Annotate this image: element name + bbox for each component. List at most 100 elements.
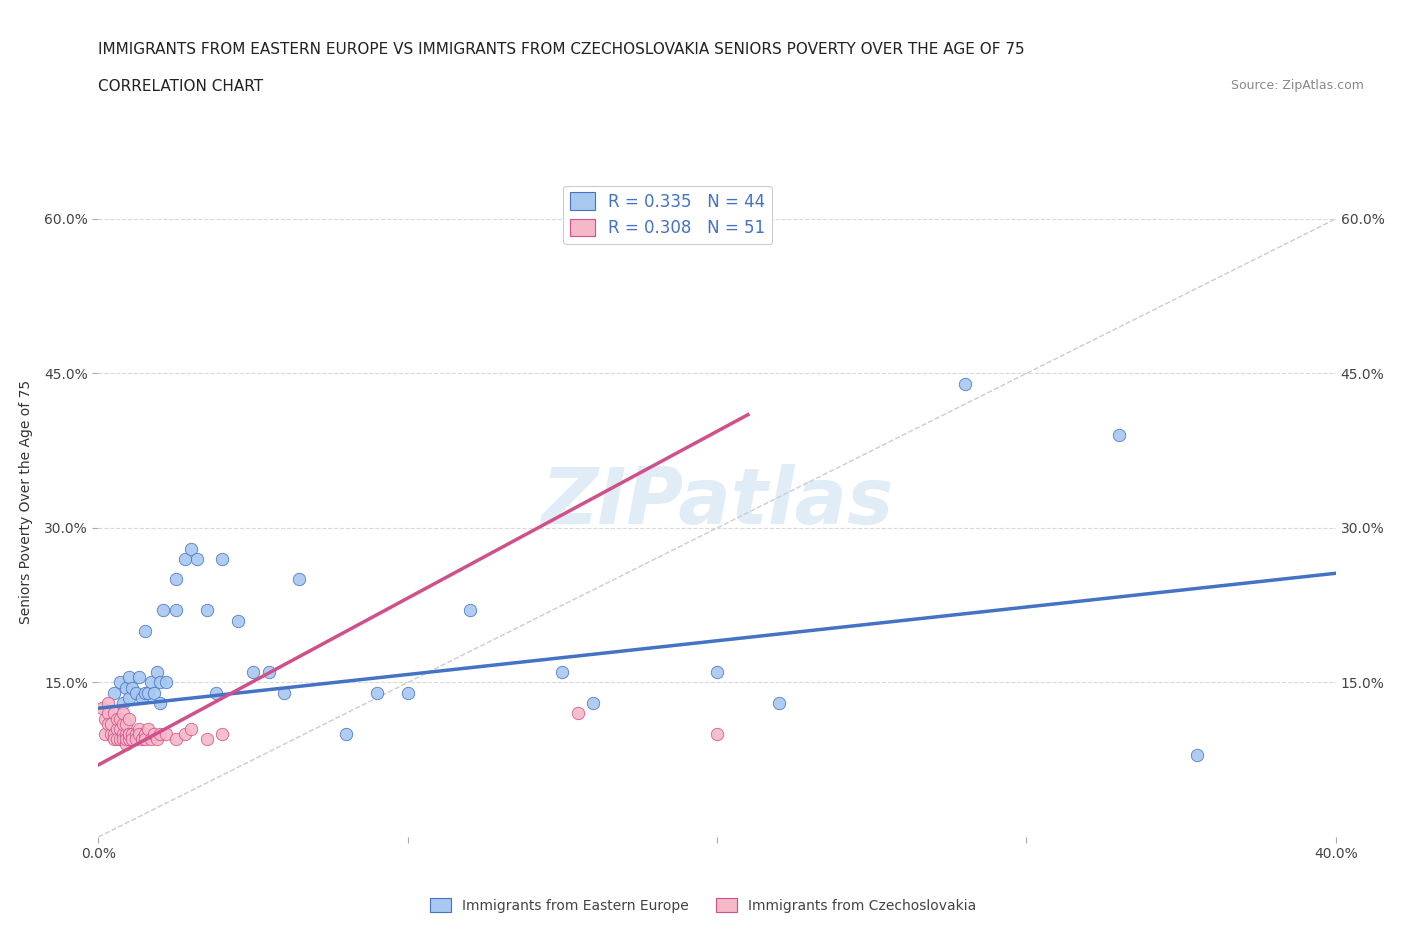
Point bbox=[103, 685, 125, 700]
Text: Source: ZipAtlas.com: Source: ZipAtlas.com bbox=[1230, 79, 1364, 92]
Point bbox=[121, 680, 143, 695]
Point bbox=[551, 665, 574, 680]
Point bbox=[143, 726, 166, 741]
Point bbox=[257, 665, 280, 680]
Point bbox=[131, 690, 153, 705]
Point bbox=[105, 722, 128, 737]
Point bbox=[143, 685, 166, 700]
Point bbox=[93, 711, 115, 726]
Point bbox=[118, 711, 141, 726]
Point bbox=[108, 732, 131, 747]
Point bbox=[118, 670, 141, 684]
Point bbox=[953, 377, 976, 392]
Point bbox=[335, 726, 357, 741]
Point bbox=[165, 572, 187, 587]
Point bbox=[211, 551, 233, 566]
Point bbox=[131, 732, 153, 747]
Point bbox=[112, 706, 135, 721]
Point bbox=[174, 726, 197, 741]
Point bbox=[124, 685, 146, 700]
Point bbox=[103, 726, 125, 741]
Point bbox=[458, 603, 481, 618]
Point bbox=[115, 716, 138, 731]
Point bbox=[105, 732, 128, 747]
Point bbox=[180, 722, 202, 737]
Point bbox=[128, 670, 150, 684]
Point bbox=[139, 675, 162, 690]
Point bbox=[115, 737, 138, 751]
Point bbox=[118, 690, 141, 705]
Point bbox=[706, 665, 728, 680]
Point bbox=[128, 722, 150, 737]
Point bbox=[155, 675, 177, 690]
Point bbox=[118, 726, 141, 741]
Point bbox=[149, 675, 172, 690]
Point bbox=[706, 726, 728, 741]
Point bbox=[108, 722, 131, 737]
Point bbox=[146, 732, 169, 747]
Point bbox=[146, 665, 169, 680]
Legend: Immigrants from Eastern Europe, Immigrants from Czechoslovakia: Immigrants from Eastern Europe, Immigran… bbox=[425, 893, 981, 919]
Point bbox=[103, 732, 125, 747]
Point bbox=[134, 732, 156, 747]
Point bbox=[112, 696, 135, 711]
Point bbox=[134, 623, 156, 638]
Legend: R = 0.335   N = 44, R = 0.308   N = 51: R = 0.335 N = 44, R = 0.308 N = 51 bbox=[564, 186, 772, 244]
Text: ZIPatlas: ZIPatlas bbox=[541, 464, 893, 540]
Point bbox=[155, 726, 177, 741]
Point bbox=[128, 726, 150, 741]
Point bbox=[180, 541, 202, 556]
Point bbox=[115, 680, 138, 695]
Point bbox=[112, 716, 135, 731]
Y-axis label: Seniors Poverty Over the Age of 75: Seniors Poverty Over the Age of 75 bbox=[20, 380, 32, 624]
Point bbox=[121, 732, 143, 747]
Point bbox=[121, 726, 143, 741]
Point bbox=[115, 732, 138, 747]
Point bbox=[134, 726, 156, 741]
Point bbox=[124, 732, 146, 747]
Point bbox=[118, 726, 141, 741]
Point bbox=[396, 685, 419, 700]
Point bbox=[195, 732, 218, 747]
Point bbox=[100, 716, 122, 731]
Point bbox=[124, 726, 146, 741]
Point bbox=[97, 706, 120, 721]
Point bbox=[134, 685, 156, 700]
Point bbox=[567, 706, 589, 721]
Point bbox=[90, 701, 112, 716]
Point bbox=[211, 726, 233, 741]
Point bbox=[1108, 428, 1130, 443]
Point bbox=[115, 726, 138, 741]
Point bbox=[139, 732, 162, 747]
Text: CORRELATION CHART: CORRELATION CHART bbox=[98, 79, 263, 94]
Text: IMMIGRANTS FROM EASTERN EUROPE VS IMMIGRANTS FROM CZECHOSLOVAKIA SENIORS POVERTY: IMMIGRANTS FROM EASTERN EUROPE VS IMMIGR… bbox=[98, 42, 1025, 57]
Point bbox=[100, 726, 122, 741]
Point bbox=[97, 716, 120, 731]
Point bbox=[149, 726, 172, 741]
Point bbox=[112, 726, 135, 741]
Point bbox=[195, 603, 218, 618]
Point bbox=[288, 572, 311, 587]
Point bbox=[105, 711, 128, 726]
Point bbox=[152, 603, 174, 618]
Point bbox=[93, 726, 115, 741]
Point bbox=[136, 685, 159, 700]
Point bbox=[226, 613, 249, 628]
Point bbox=[103, 706, 125, 721]
Point bbox=[165, 732, 187, 747]
Point bbox=[108, 711, 131, 726]
Point bbox=[186, 551, 208, 566]
Point bbox=[174, 551, 197, 566]
Point bbox=[366, 685, 388, 700]
Point bbox=[1185, 747, 1208, 762]
Point bbox=[582, 696, 605, 711]
Point bbox=[108, 675, 131, 690]
Point bbox=[768, 696, 790, 711]
Point bbox=[273, 685, 295, 700]
Point bbox=[136, 722, 159, 737]
Point bbox=[112, 732, 135, 747]
Point bbox=[149, 696, 172, 711]
Point bbox=[205, 685, 228, 700]
Point bbox=[97, 696, 120, 711]
Point bbox=[165, 603, 187, 618]
